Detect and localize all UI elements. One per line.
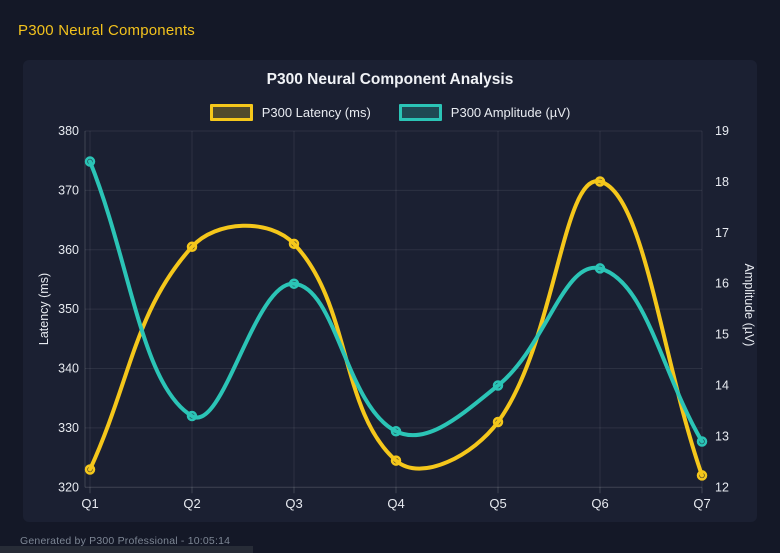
data-point[interactable] (390, 426, 402, 437)
series-line-p300-amplitude-v (88, 159, 704, 444)
right-axis-tick-label: 16 (715, 277, 729, 291)
page-title: P300 Neural Components (18, 22, 196, 39)
footer-strip (0, 546, 253, 553)
legend-label: P300 Latency (ms) (261, 104, 371, 120)
data-point[interactable] (492, 416, 504, 428)
line-chart-canvas[interactable]: 380 370 360 350 340 330 320 19 18 17 16 15 14 13 12 Q1 Q… (23, 60, 757, 522)
x-axis-tick-label: Q1 (81, 496, 98, 511)
legend-item[interactable]: P300 Amplitude (µV) (398, 103, 571, 121)
data-point[interactable] (186, 241, 198, 253)
right-axis-tick-label: 17 (715, 226, 729, 240)
left-axis-tick-label: 370 (58, 183, 79, 197)
left-axis-tick-label: 350 (58, 302, 79, 316)
data-point[interactable] (390, 455, 402, 466)
left-axis-tick-label: 380 (58, 124, 79, 138)
data-point[interactable] (594, 176, 606, 187)
right-axis-tick-label: 18 (715, 175, 729, 189)
left-axis-title: Latency (ms) (37, 273, 51, 345)
chart-title: P300 Neural Component Analysis (266, 71, 514, 88)
right-axis-title: Amplitude (µV) (742, 264, 756, 347)
left-axis-tick-label: 330 (58, 421, 79, 435)
left-axis-tick-label: 360 (58, 243, 79, 257)
x-axis-tick-label: Q4 (387, 496, 404, 511)
data-point[interactable] (696, 436, 708, 447)
data-point[interactable] (84, 464, 96, 475)
legend-swatch-icon (398, 103, 442, 121)
x-axis-tick-label: Q3 (285, 496, 302, 511)
data-point[interactable] (594, 263, 606, 274)
x-axis-tick-label: Q2 (183, 496, 200, 511)
legend-item[interactable]: P300 Latency (ms) (209, 103, 371, 121)
right-axis-tick-label: 12 (715, 480, 729, 494)
data-point[interactable] (84, 156, 96, 167)
left-axis-tick-label: 320 (58, 480, 79, 494)
right-axis-tick-label: 13 (715, 429, 729, 443)
data-point[interactable] (186, 410, 198, 422)
right-axis-tick-label: 19 (715, 124, 729, 138)
data-point[interactable] (288, 278, 300, 289)
chart-panel: 380 370 360 350 340 330 320 19 18 17 16 15 14 13 12 Q1 Q… (23, 60, 757, 522)
right-axis-tick-label: 14 (715, 379, 729, 393)
right-axis-tick-label: 15 (715, 328, 729, 342)
x-axis-tick-label: Q7 (693, 496, 710, 511)
data-point[interactable] (696, 470, 708, 481)
left-axis-tick-label: 340 (58, 362, 79, 376)
data-point[interactable] (492, 380, 504, 391)
footer-status-text: Generated by P300 Professional - 10:05:1… (20, 535, 231, 547)
legend-label: P300 Amplitude (µV) (450, 104, 571, 120)
data-point[interactable] (288, 238, 300, 250)
legend-swatch-icon (209, 103, 253, 121)
chart-legend: P300 Latency (ms) P300 Amplitude (µV) (23, 102, 757, 122)
x-axis-tick-label: Q6 (591, 496, 608, 511)
x-axis-tick-label: Q5 (489, 496, 506, 511)
series-line-p300-latency-ms (88, 179, 704, 478)
